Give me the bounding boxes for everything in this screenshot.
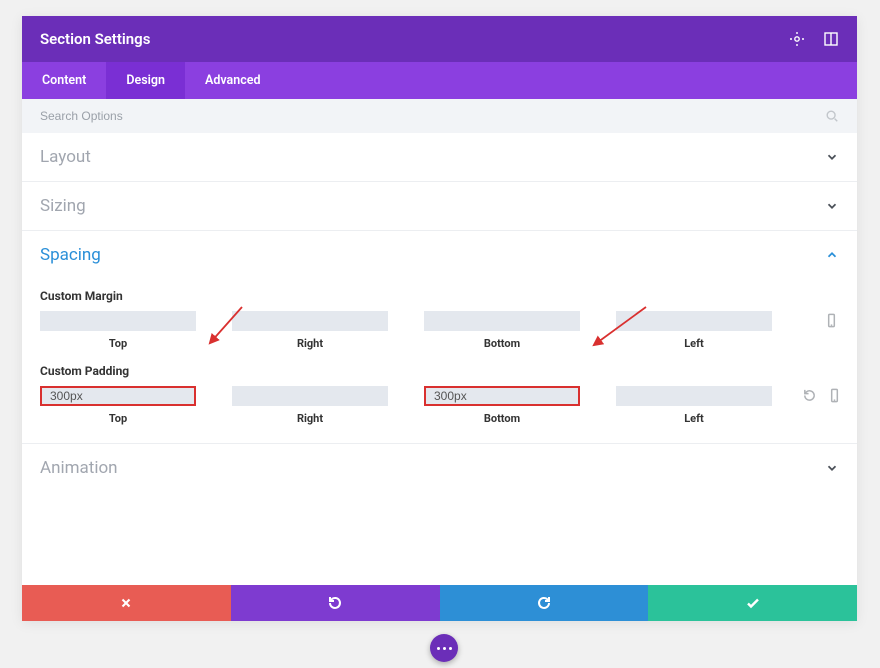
section-title-layout: Layout xyxy=(40,147,825,167)
padding-right-sub: Right xyxy=(297,412,323,425)
dot-icon xyxy=(443,647,446,650)
chevron-down-icon xyxy=(825,461,839,475)
padding-top-input[interactable] xyxy=(40,386,196,406)
tab-advanced[interactable]: Advanced xyxy=(185,62,281,99)
padding-left-input[interactable] xyxy=(616,386,772,406)
padding-actions xyxy=(802,386,842,403)
panel-content: Layout Sizing Spacing Custom Margin Top xyxy=(22,133,857,585)
section-title-sizing: Sizing xyxy=(40,196,825,216)
device-icon[interactable] xyxy=(824,313,839,328)
search-input[interactable] xyxy=(40,109,825,123)
spacing-body: Custom Margin Top Right Bottom xyxy=(22,279,857,443)
padding-right-input[interactable] xyxy=(232,386,388,406)
header-actions xyxy=(789,31,839,47)
tab-design[interactable]: Design xyxy=(106,62,185,99)
padding-row: Top Right Bottom Left xyxy=(40,386,839,425)
more-fab[interactable] xyxy=(430,634,458,662)
margin-top-input[interactable] xyxy=(40,311,196,331)
tab-content[interactable]: Content xyxy=(22,62,106,99)
dot-icon xyxy=(449,647,452,650)
redo-button[interactable] xyxy=(440,585,649,621)
margin-right-input[interactable] xyxy=(232,311,388,331)
margin-row: Top Right Bottom Left xyxy=(40,311,839,350)
section-animation[interactable]: Animation xyxy=(22,443,857,492)
padding-bottom-sub: Bottom xyxy=(484,412,520,425)
margin-left-input[interactable] xyxy=(616,311,772,331)
undo-icon xyxy=(327,595,343,611)
check-icon xyxy=(745,595,761,611)
device-icon[interactable] xyxy=(827,388,842,403)
custom-margin-label: Custom Margin xyxy=(40,289,839,303)
reset-icon[interactable] xyxy=(802,388,817,403)
section-title-animation: Animation xyxy=(40,458,825,478)
panel-header: Section Settings xyxy=(22,16,857,62)
tabs: Content Design Advanced xyxy=(22,62,857,99)
undo-button[interactable] xyxy=(231,585,440,621)
dot-icon xyxy=(437,647,440,650)
columns-icon[interactable] xyxy=(823,31,839,47)
settings-panel: Section Settings Content Design Advanced xyxy=(22,16,857,621)
margin-top-sub: Top xyxy=(109,337,127,350)
redo-icon xyxy=(536,595,552,611)
section-sizing[interactable]: Sizing xyxy=(22,181,857,230)
padding-left-sub: Left xyxy=(684,412,704,425)
padding-bottom-input[interactable] xyxy=(424,386,580,406)
close-icon xyxy=(119,596,133,610)
panel-title: Section Settings xyxy=(40,30,789,48)
margin-top-col: Top xyxy=(40,311,196,350)
margin-bottom-sub: Bottom xyxy=(484,337,520,350)
confirm-button[interactable] xyxy=(648,585,857,621)
chevron-down-icon xyxy=(825,199,839,213)
padding-left-col: Left xyxy=(616,386,772,425)
section-layout[interactable]: Layout xyxy=(22,133,857,181)
chevron-down-icon xyxy=(825,150,839,164)
padding-right-col: Right xyxy=(232,386,388,425)
padding-top-sub: Top xyxy=(109,412,127,425)
chevron-up-icon xyxy=(825,248,839,262)
margin-actions xyxy=(824,311,839,328)
custom-padding-label: Custom Padding xyxy=(40,364,839,378)
search-bar xyxy=(22,99,857,133)
margin-left-sub: Left xyxy=(684,337,704,350)
target-icon[interactable] xyxy=(789,31,805,47)
section-spacing[interactable]: Spacing xyxy=(22,230,857,279)
cancel-button[interactable] xyxy=(22,585,231,621)
margin-bottom-col: Bottom xyxy=(424,311,580,350)
padding-top-col: Top xyxy=(40,386,196,425)
margin-right-sub: Right xyxy=(297,337,323,350)
search-icon[interactable] xyxy=(825,109,839,123)
padding-bottom-col: Bottom xyxy=(424,386,580,425)
margin-right-col: Right xyxy=(232,311,388,350)
margin-left-col: Left xyxy=(616,311,772,350)
margin-bottom-input[interactable] xyxy=(424,311,580,331)
section-title-spacing: Spacing xyxy=(40,245,825,265)
panel-footer xyxy=(22,585,857,621)
